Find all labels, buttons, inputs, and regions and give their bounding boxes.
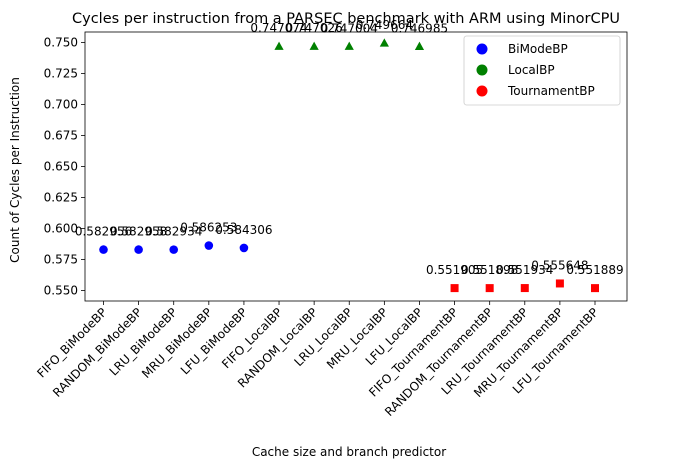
y-tick-label: 0.625 xyxy=(44,190,78,204)
data-point-localbp xyxy=(414,41,425,50)
legend-box xyxy=(463,35,621,106)
x-axis-label: Cache size and branch predictor xyxy=(252,445,446,459)
data-point-bimodebp xyxy=(204,241,214,250)
data-point-localbp xyxy=(344,41,354,50)
data-point-tournamentbp xyxy=(450,284,459,293)
data-point-tournamentbp xyxy=(485,284,494,293)
data-point-bimodebp xyxy=(239,243,249,253)
data-point-localbp xyxy=(309,41,319,50)
data-label-localbp: 0.749664 xyxy=(356,18,413,32)
data-point-bimodebp xyxy=(99,245,108,254)
data-label-bimodebp: 0.582934 xyxy=(145,225,202,239)
y-tick-label: 0.600 xyxy=(44,221,78,235)
legend-label-tournamentbp: TournamentBP xyxy=(507,84,595,98)
data-label-tournamentbp: 0.551934 xyxy=(496,263,553,277)
data-label-bimodebp: 0.584306 xyxy=(215,223,272,237)
legend-marker-bimodebp xyxy=(476,43,488,55)
data-label-bimodebp: 0.582956 xyxy=(75,225,132,239)
y-tick-label: 0.675 xyxy=(44,129,78,143)
data-label-bimodebp: 0.586253 xyxy=(180,221,237,235)
y-tick-label: 0.725 xyxy=(44,67,78,81)
data-label-tournamentbp: 0.551898 xyxy=(461,263,518,277)
y-axis-label: Count of Cycles per Instruction xyxy=(8,77,22,263)
data-label-tournamentbp: 0.551889 xyxy=(566,263,623,277)
legend-marker-localbp xyxy=(476,64,488,76)
data-label-tournamentbp: 0.551905 xyxy=(426,263,483,277)
legend-label-localbp: LocalBP xyxy=(508,63,555,77)
legend-label-bimodebp: BiModeBP xyxy=(508,42,568,56)
data-label-localbp: 0.746985 xyxy=(391,21,448,35)
data-label-tournamentbp: 0.555648 xyxy=(531,258,588,272)
data-point-localbp xyxy=(274,41,284,50)
data-label-localbp: 0.747074 xyxy=(250,21,307,35)
y-tick-label: 0.575 xyxy=(44,252,78,266)
data-point-bimodebp xyxy=(169,245,179,254)
y-tick-label: 0.750 xyxy=(44,36,78,50)
data-point-tournamentbp xyxy=(520,284,529,293)
y-tick-label: 0.700 xyxy=(44,98,78,112)
plot-area: 0.550 0.575 0.600 0.625 0.650 0.675 0.700 0.725… xyxy=(34,18,628,419)
data-point-bimodebp xyxy=(134,245,143,254)
data-point-tournamentbp xyxy=(555,279,564,288)
data-point-tournamentbp xyxy=(591,284,599,293)
data-label-bimodebp: 0.582958 xyxy=(110,225,167,239)
data-point-localbp xyxy=(379,38,389,47)
y-tick-label: 0.550 xyxy=(44,283,78,297)
legend-marker-tournamentbp xyxy=(476,85,488,97)
y-tick-label: 0.650 xyxy=(44,160,78,174)
data-label-localbp: 0.747026 xyxy=(286,21,343,35)
data-label-localbp: 0.747004 xyxy=(321,21,378,35)
chart-title: Cycles per instruction from a PARSEC ben… xyxy=(72,11,620,27)
x-tick-label: MRU_LocalBP xyxy=(324,305,391,372)
legend: BiModeBP LocalBP TournamentBP xyxy=(463,35,621,106)
